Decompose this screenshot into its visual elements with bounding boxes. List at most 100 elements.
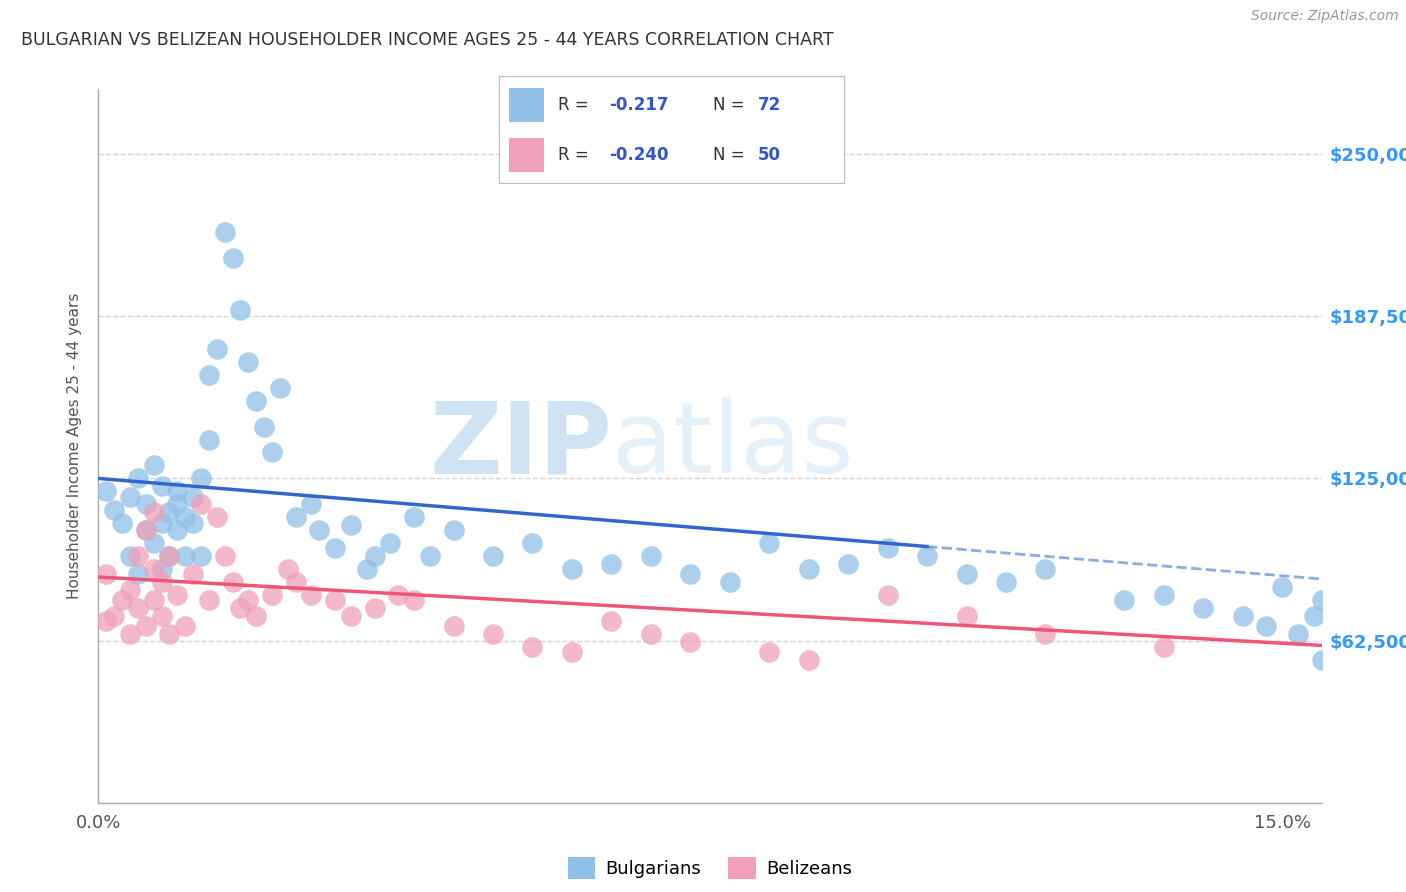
Point	[482, 549, 505, 564]
Text: R =: R =	[558, 95, 593, 113]
Point	[190, 471, 212, 485]
Point	[166, 588, 188, 602]
Point	[111, 593, 134, 607]
Point	[142, 536, 165, 550]
Point	[190, 497, 212, 511]
Point	[404, 510, 426, 524]
Text: R =: R =	[558, 146, 593, 164]
Point	[159, 505, 181, 519]
Point	[127, 471, 149, 485]
Y-axis label: Householder Income Ages 25 - 44 years: Householder Income Ages 25 - 44 years	[67, 293, 83, 599]
Point	[363, 549, 385, 564]
Text: N =: N =	[713, 146, 749, 164]
Point	[482, 627, 505, 641]
Point	[118, 549, 141, 564]
Point	[174, 549, 197, 564]
Point	[127, 549, 149, 564]
Point	[640, 549, 662, 564]
Point	[308, 524, 330, 538]
Point	[640, 627, 662, 641]
Point	[127, 567, 149, 582]
Point	[284, 510, 307, 524]
Point	[340, 609, 363, 624]
Point	[876, 588, 898, 602]
Point	[323, 541, 346, 556]
Point	[150, 479, 173, 493]
Point	[190, 549, 212, 564]
Point	[96, 567, 118, 582]
Point	[214, 549, 236, 564]
Point	[404, 593, 426, 607]
Point	[915, 549, 938, 564]
Point	[284, 575, 307, 590]
Point	[181, 567, 204, 582]
Point	[111, 516, 134, 530]
Point	[1232, 609, 1254, 624]
Point	[994, 575, 1017, 590]
Point	[955, 567, 977, 582]
Bar	[509, 138, 544, 172]
Point	[159, 549, 181, 564]
Point	[142, 562, 165, 576]
Point	[1035, 562, 1057, 576]
Point	[269, 381, 291, 395]
Point	[387, 588, 409, 602]
Point	[238, 593, 260, 607]
Point	[1310, 593, 1333, 607]
Point	[166, 524, 188, 538]
Bar	[509, 87, 544, 122]
Point	[1153, 588, 1175, 602]
Point	[142, 593, 165, 607]
Point	[561, 562, 583, 576]
Point	[103, 502, 125, 516]
Point	[135, 619, 157, 633]
Point	[340, 518, 363, 533]
Point	[443, 619, 465, 633]
Point	[150, 562, 173, 576]
Point	[955, 609, 977, 624]
Text: BULGARIAN VS BELIZEAN HOUSEHOLDER INCOME AGES 25 - 44 YEARS CORRELATION CHART: BULGARIAN VS BELIZEAN HOUSEHOLDER INCOME…	[21, 31, 834, 49]
Point	[419, 549, 441, 564]
Point	[522, 536, 544, 550]
Point	[174, 510, 197, 524]
Point	[245, 393, 267, 408]
Point	[221, 251, 243, 265]
Point	[245, 609, 267, 624]
Point	[118, 627, 141, 641]
Text: ZIP: ZIP	[429, 398, 612, 494]
Point	[1114, 593, 1136, 607]
Text: Source: ZipAtlas.com: Source: ZipAtlas.com	[1251, 9, 1399, 23]
Point	[118, 582, 141, 597]
Point	[127, 601, 149, 615]
Point	[205, 510, 228, 524]
Point	[1153, 640, 1175, 654]
Point	[214, 225, 236, 239]
Point	[135, 524, 157, 538]
Point	[797, 653, 820, 667]
Point	[198, 368, 221, 382]
Point	[159, 627, 181, 641]
Point	[205, 342, 228, 356]
Point	[96, 614, 118, 628]
Text: -0.240: -0.240	[609, 146, 669, 164]
Point	[301, 588, 323, 602]
Point	[277, 562, 299, 576]
Point	[1286, 627, 1309, 641]
Point	[150, 575, 173, 590]
Point	[174, 619, 197, 633]
Point	[758, 536, 780, 550]
Point	[229, 601, 252, 615]
Point	[150, 516, 173, 530]
Point	[679, 567, 702, 582]
Point	[679, 635, 702, 649]
Point	[135, 524, 157, 538]
Point	[238, 354, 260, 368]
Point	[229, 302, 252, 317]
Point	[356, 562, 378, 576]
Point	[166, 497, 188, 511]
Point	[363, 601, 385, 615]
Point	[181, 490, 204, 504]
Point	[1310, 653, 1333, 667]
Point	[718, 575, 741, 590]
Point	[96, 484, 118, 499]
